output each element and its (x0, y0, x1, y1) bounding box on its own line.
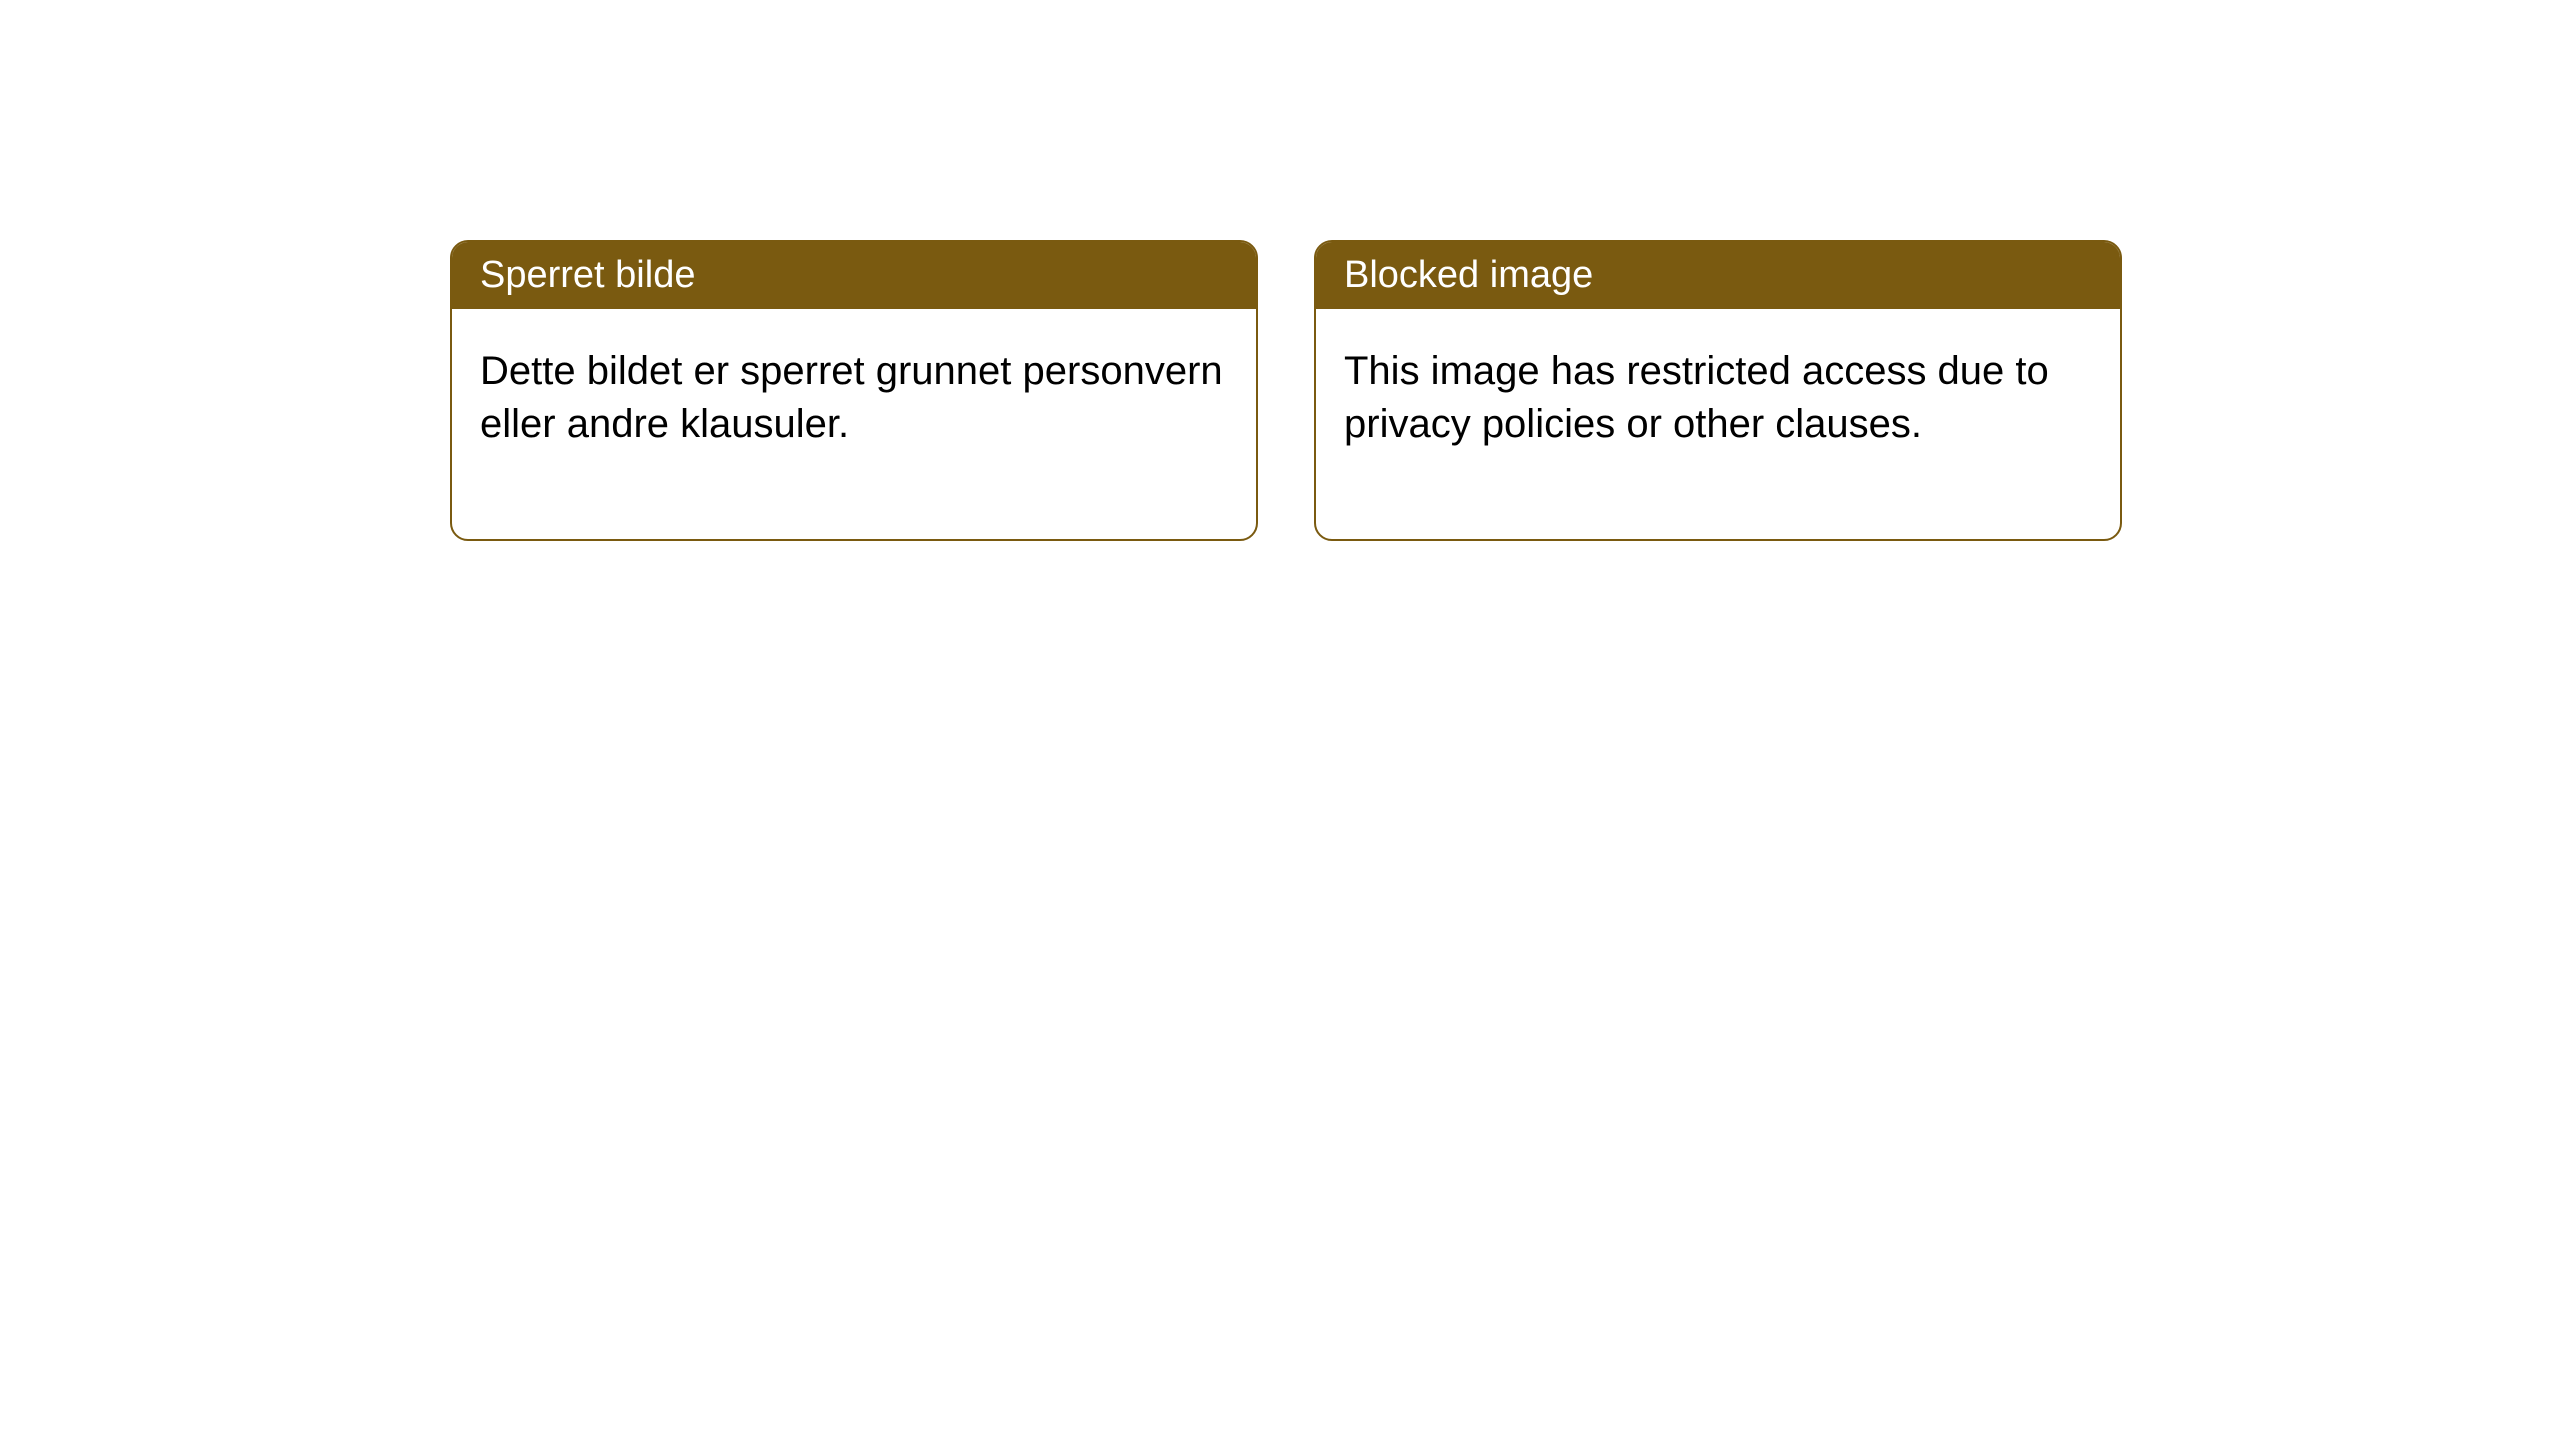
card-body-text: This image has restricted access due to … (1316, 309, 2120, 539)
blocked-image-card-norwegian: Sperret bilde Dette bildet er sperret gr… (450, 240, 1258, 541)
blocked-image-card-english: Blocked image This image has restricted … (1314, 240, 2122, 541)
card-title: Sperret bilde (452, 242, 1256, 309)
blocked-image-cards: Sperret bilde Dette bildet er sperret gr… (450, 240, 2122, 541)
card-title: Blocked image (1316, 242, 2120, 309)
card-body-text: Dette bildet er sperret grunnet personve… (452, 309, 1256, 539)
